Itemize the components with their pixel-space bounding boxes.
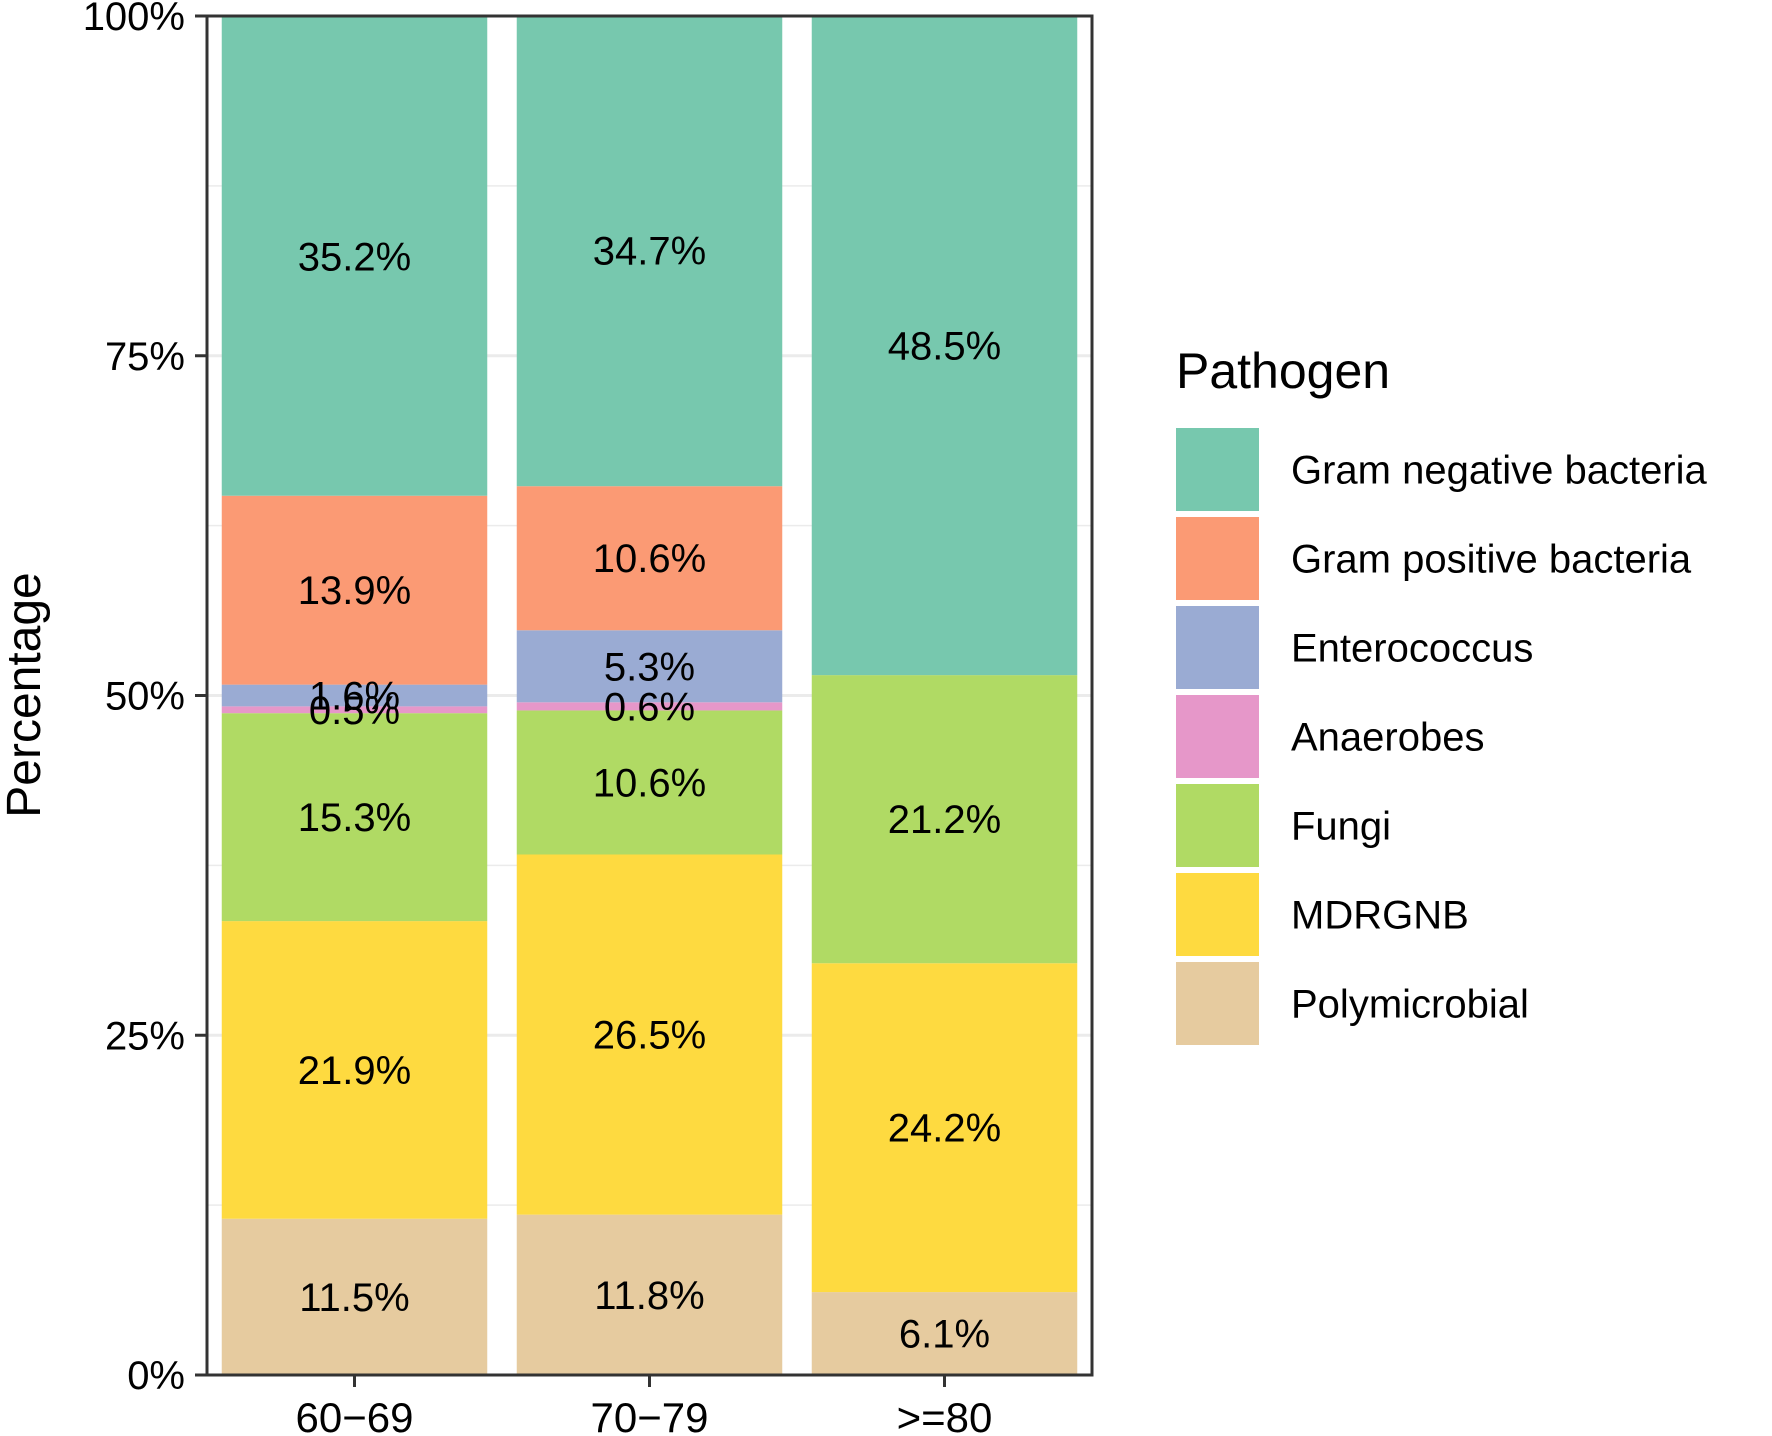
bar-segment bbox=[811, 1292, 1078, 1375]
bar-segment bbox=[516, 630, 783, 703]
legend: Pathogen Gram negative bacteria Gram posi… bbox=[1176, 343, 1708, 1045]
bar-segment bbox=[221, 706, 488, 714]
bar-segment bbox=[221, 495, 488, 685]
segment-value-label: 21.2% bbox=[888, 798, 1001, 842]
bar-segment bbox=[221, 713, 488, 922]
legend-key bbox=[1176, 428, 1259, 511]
segment-value-label: 6.1% bbox=[899, 1313, 990, 1357]
y-axis: 0% 25% 50% 75% 100% bbox=[83, 0, 207, 1398]
bar-segment bbox=[811, 963, 1078, 1293]
y-tick-label: 50% bbox=[105, 675, 185, 719]
segment-value-label: 11.5% bbox=[299, 1276, 409, 1320]
y-tick-label: 100% bbox=[83, 0, 185, 39]
segment-labels: 11.5% 21.9% 15.3% 0.5%1.6% 13.9% 35.2% 11.8% 26… bbox=[298, 229, 1001, 1356]
x-tick-label: 60−69 bbox=[296, 1394, 414, 1436]
legend-title: Pathogen bbox=[1176, 343, 1390, 399]
bar-segment bbox=[221, 1218, 488, 1375]
bar-segment bbox=[516, 14, 783, 487]
bars bbox=[221, 14, 1078, 1375]
segment-value-label: 0.6% bbox=[604, 685, 695, 729]
segment-value-label: 15.3% bbox=[298, 796, 411, 840]
bar-segment bbox=[811, 16, 1078, 676]
segment-value-label: 26.5% bbox=[593, 1014, 706, 1058]
segment-value-label: 1.6% bbox=[309, 675, 400, 719]
legend-label: Gram positive bacteria bbox=[1291, 538, 1692, 582]
bar-segment bbox=[221, 684, 488, 707]
y-axis-title: Percentage bbox=[0, 572, 51, 818]
legend-label: Enterococcus bbox=[1291, 627, 1533, 671]
bar-segment bbox=[516, 854, 783, 1215]
bar-segment bbox=[221, 17, 488, 496]
segment-value-label: 11.8% bbox=[594, 1274, 704, 1318]
bar-segment bbox=[221, 921, 488, 1219]
legend-key bbox=[1176, 873, 1259, 956]
segment-value-label: 48.5% bbox=[888, 325, 1001, 369]
legend-key bbox=[1176, 517, 1259, 600]
x-tick-label: 70−79 bbox=[591, 1394, 709, 1436]
y-tick-label: 75% bbox=[105, 335, 185, 379]
segment-value-label: 24.2% bbox=[888, 1107, 1001, 1151]
segment-value-label: 34.7% bbox=[593, 229, 706, 273]
legend-label: MDRGNB bbox=[1291, 894, 1469, 938]
segment-value-label: 10.6% bbox=[593, 761, 706, 805]
segment-value-label: 0.5% bbox=[309, 689, 400, 733]
x-tick-label: >=80 bbox=[897, 1394, 993, 1436]
legend-key bbox=[1176, 962, 1259, 1045]
legend-label: Polymicrobial bbox=[1291, 983, 1529, 1027]
legend-label: Anaerobes bbox=[1291, 716, 1484, 760]
segment-value-label: 21.9% bbox=[298, 1049, 411, 1093]
segment-value-label: 5.3% bbox=[604, 645, 695, 689]
bar-segment bbox=[516, 710, 783, 855]
segment-value-label: 10.6% bbox=[593, 537, 706, 581]
bar-segment bbox=[516, 1214, 783, 1375]
y-tick-label: 0% bbox=[127, 1354, 185, 1398]
bar-segment bbox=[516, 486, 783, 631]
bar-segment bbox=[516, 702, 783, 711]
legend-key bbox=[1176, 695, 1259, 778]
segment-value-label: 13.9% bbox=[298, 569, 411, 613]
legend-label: Fungi bbox=[1291, 805, 1391, 849]
y-tick-label: 25% bbox=[105, 1014, 185, 1058]
legend-key bbox=[1176, 784, 1259, 867]
legend-key bbox=[1176, 606, 1259, 689]
legend-label: Gram negative bacteria bbox=[1291, 449, 1708, 493]
bar-segment bbox=[811, 675, 1078, 964]
x-axis: 60−69 70−79 >=80 bbox=[296, 1375, 993, 1436]
segment-value-label: 35.2% bbox=[298, 236, 411, 280]
